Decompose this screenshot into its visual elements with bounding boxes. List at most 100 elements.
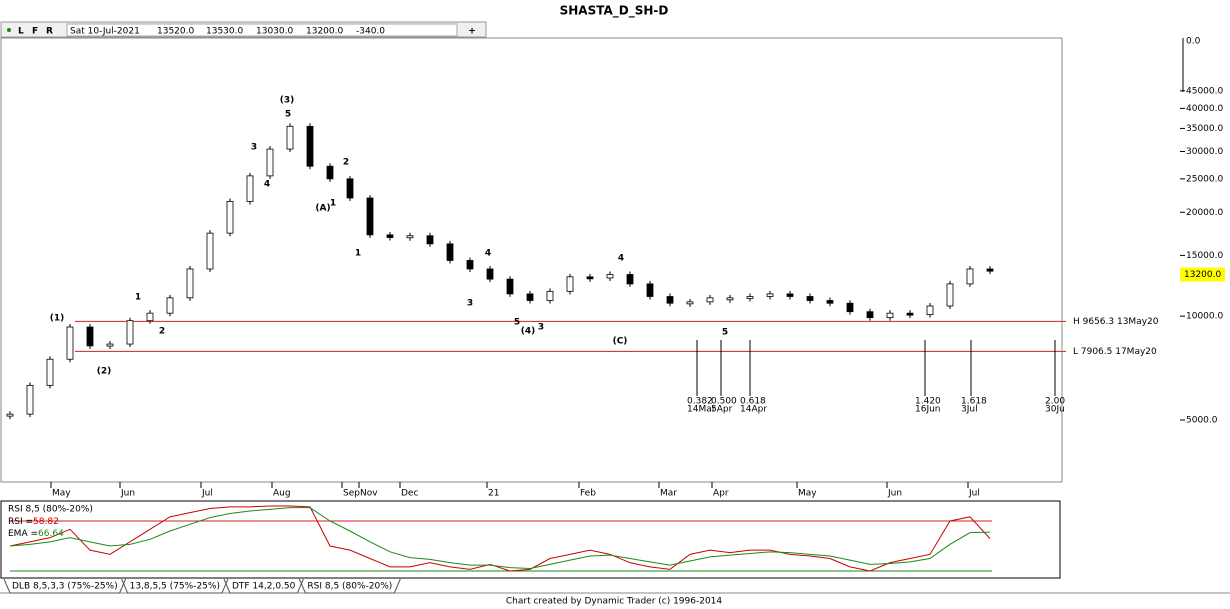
readout-box <box>66 23 458 37</box>
wave-label: 3 <box>251 143 257 153</box>
candle <box>366 197 374 236</box>
candle <box>866 311 874 319</box>
fib-ratio: 0.618 <box>740 397 766 407</box>
candle <box>766 293 774 297</box>
fib-ratio: 0.500 <box>711 397 737 407</box>
candle <box>506 278 514 295</box>
candle <box>446 243 454 261</box>
y-tick-label: 15000.0 <box>1186 251 1223 261</box>
y-tick-label: 5000.0 <box>1186 415 1218 425</box>
toolbar-change: -340.0 <box>356 27 385 37</box>
candle <box>486 268 494 280</box>
rsi-line <box>9 505 991 572</box>
tab[interactable]: RSI 8,5 (80%-20%) <box>307 582 392 592</box>
y-tick-label: 40000.0 <box>1186 104 1223 114</box>
wave-label: 5 <box>285 110 291 120</box>
wave-label: 5 <box>514 318 520 328</box>
wave-label: (2) <box>97 367 112 377</box>
wave-label: 4 <box>264 180 270 190</box>
fib-ratio: 1.618 <box>961 397 987 407</box>
candle <box>306 125 314 167</box>
candle <box>706 297 714 303</box>
candle <box>466 260 474 270</box>
toolbar-flag: L <box>18 27 24 37</box>
candle <box>226 201 234 234</box>
y-tick-label: 45000.0 <box>1186 86 1223 96</box>
wave-label: 1 <box>355 249 361 259</box>
candle <box>126 320 134 345</box>
wave-label: 2 <box>159 327 165 337</box>
legend-name: RSI = <box>8 517 33 527</box>
x-tick-label: Dec <box>401 489 418 499</box>
last-price-box <box>1180 267 1225 282</box>
x-tick-label: Feb <box>580 489 596 499</box>
last-price-label: 13200.0 <box>1184 270 1221 280</box>
tab[interactable]: DTF 14,2,0.50 <box>232 582 296 592</box>
legend-name: EMA = <box>8 529 38 539</box>
level-label: H 9656.3 13May20 <box>1073 317 1159 327</box>
candle <box>386 234 394 238</box>
candle <box>286 125 294 150</box>
x-tick-label: Jun <box>120 489 135 499</box>
candle <box>746 296 754 299</box>
wave-label: 1 <box>135 293 141 303</box>
x-tick-label: Sep <box>343 489 360 499</box>
wave-label: (1) <box>50 314 65 324</box>
candle <box>806 296 814 301</box>
x-tick-label: May <box>52 489 71 499</box>
fib-ratio: 1.420 <box>915 397 941 407</box>
tab-outline <box>298 578 401 594</box>
candle <box>426 235 434 245</box>
level-label: L 7906.5 17May20 <box>1073 347 1157 357</box>
footer: Chart created by Dynamic Trader (c) 1996… <box>506 597 723 607</box>
fib-date: 5Apr <box>711 405 733 415</box>
candle <box>206 232 214 270</box>
fib-date: 16Jun <box>915 405 941 415</box>
legend-value: 66.64 <box>38 529 64 539</box>
candle <box>46 358 54 386</box>
y-tick-label: 10000.0 <box>1186 312 1223 322</box>
rsi-title: RSI 8,5 (80%-20%) <box>8 505 93 515</box>
candle <box>26 384 34 415</box>
x-tick-label: 21 <box>488 489 499 499</box>
fib-ratio: 2.00 <box>1045 397 1065 407</box>
candle <box>86 326 94 347</box>
wave-label: 3 <box>538 323 544 333</box>
y-tick-label: 30000.0 <box>1186 147 1223 157</box>
tab[interactable]: 13,8,5,5 (75%-25%) <box>130 582 220 592</box>
candle <box>346 178 354 199</box>
y-tick-label: 35000.0 <box>1186 124 1223 134</box>
x-tick-label: Jun <box>887 489 902 499</box>
candle <box>666 296 674 304</box>
wave-label: (3) <box>280 96 295 106</box>
rsi-legend: RSI =58.82 <box>8 517 59 527</box>
candle <box>246 175 254 202</box>
rsi-legend: EMA =66.64 <box>8 529 64 539</box>
candle <box>526 293 534 301</box>
candle <box>846 302 854 313</box>
rsi-line <box>9 507 991 570</box>
x-tick-label: Apr <box>713 489 729 499</box>
toolbar-flag: F <box>32 27 38 37</box>
wave-label: 2 <box>368 204 374 214</box>
candle <box>826 300 834 304</box>
toolbar-close: 13200.0 <box>306 27 343 37</box>
candle <box>886 312 894 319</box>
candle <box>546 290 554 301</box>
candle <box>6 413 14 417</box>
candle <box>186 268 194 299</box>
rsi-panel <box>0 500 1061 579</box>
y-tick-label: 20000.0 <box>1186 208 1223 218</box>
x-tick-label: May <box>798 489 817 499</box>
candle <box>626 274 634 285</box>
candle <box>266 148 274 177</box>
wave-label: 4 <box>618 254 624 264</box>
fib-ratio: 0.382 <box>687 397 713 407</box>
tab[interactable]: DLB 8,5,3,3 (75%-25%) <box>12 582 118 592</box>
candle <box>686 301 694 305</box>
candle <box>586 276 594 280</box>
tab-outline <box>223 578 304 594</box>
legend-value: 58.82 <box>33 517 59 527</box>
wave-label: 4 <box>485 249 491 259</box>
